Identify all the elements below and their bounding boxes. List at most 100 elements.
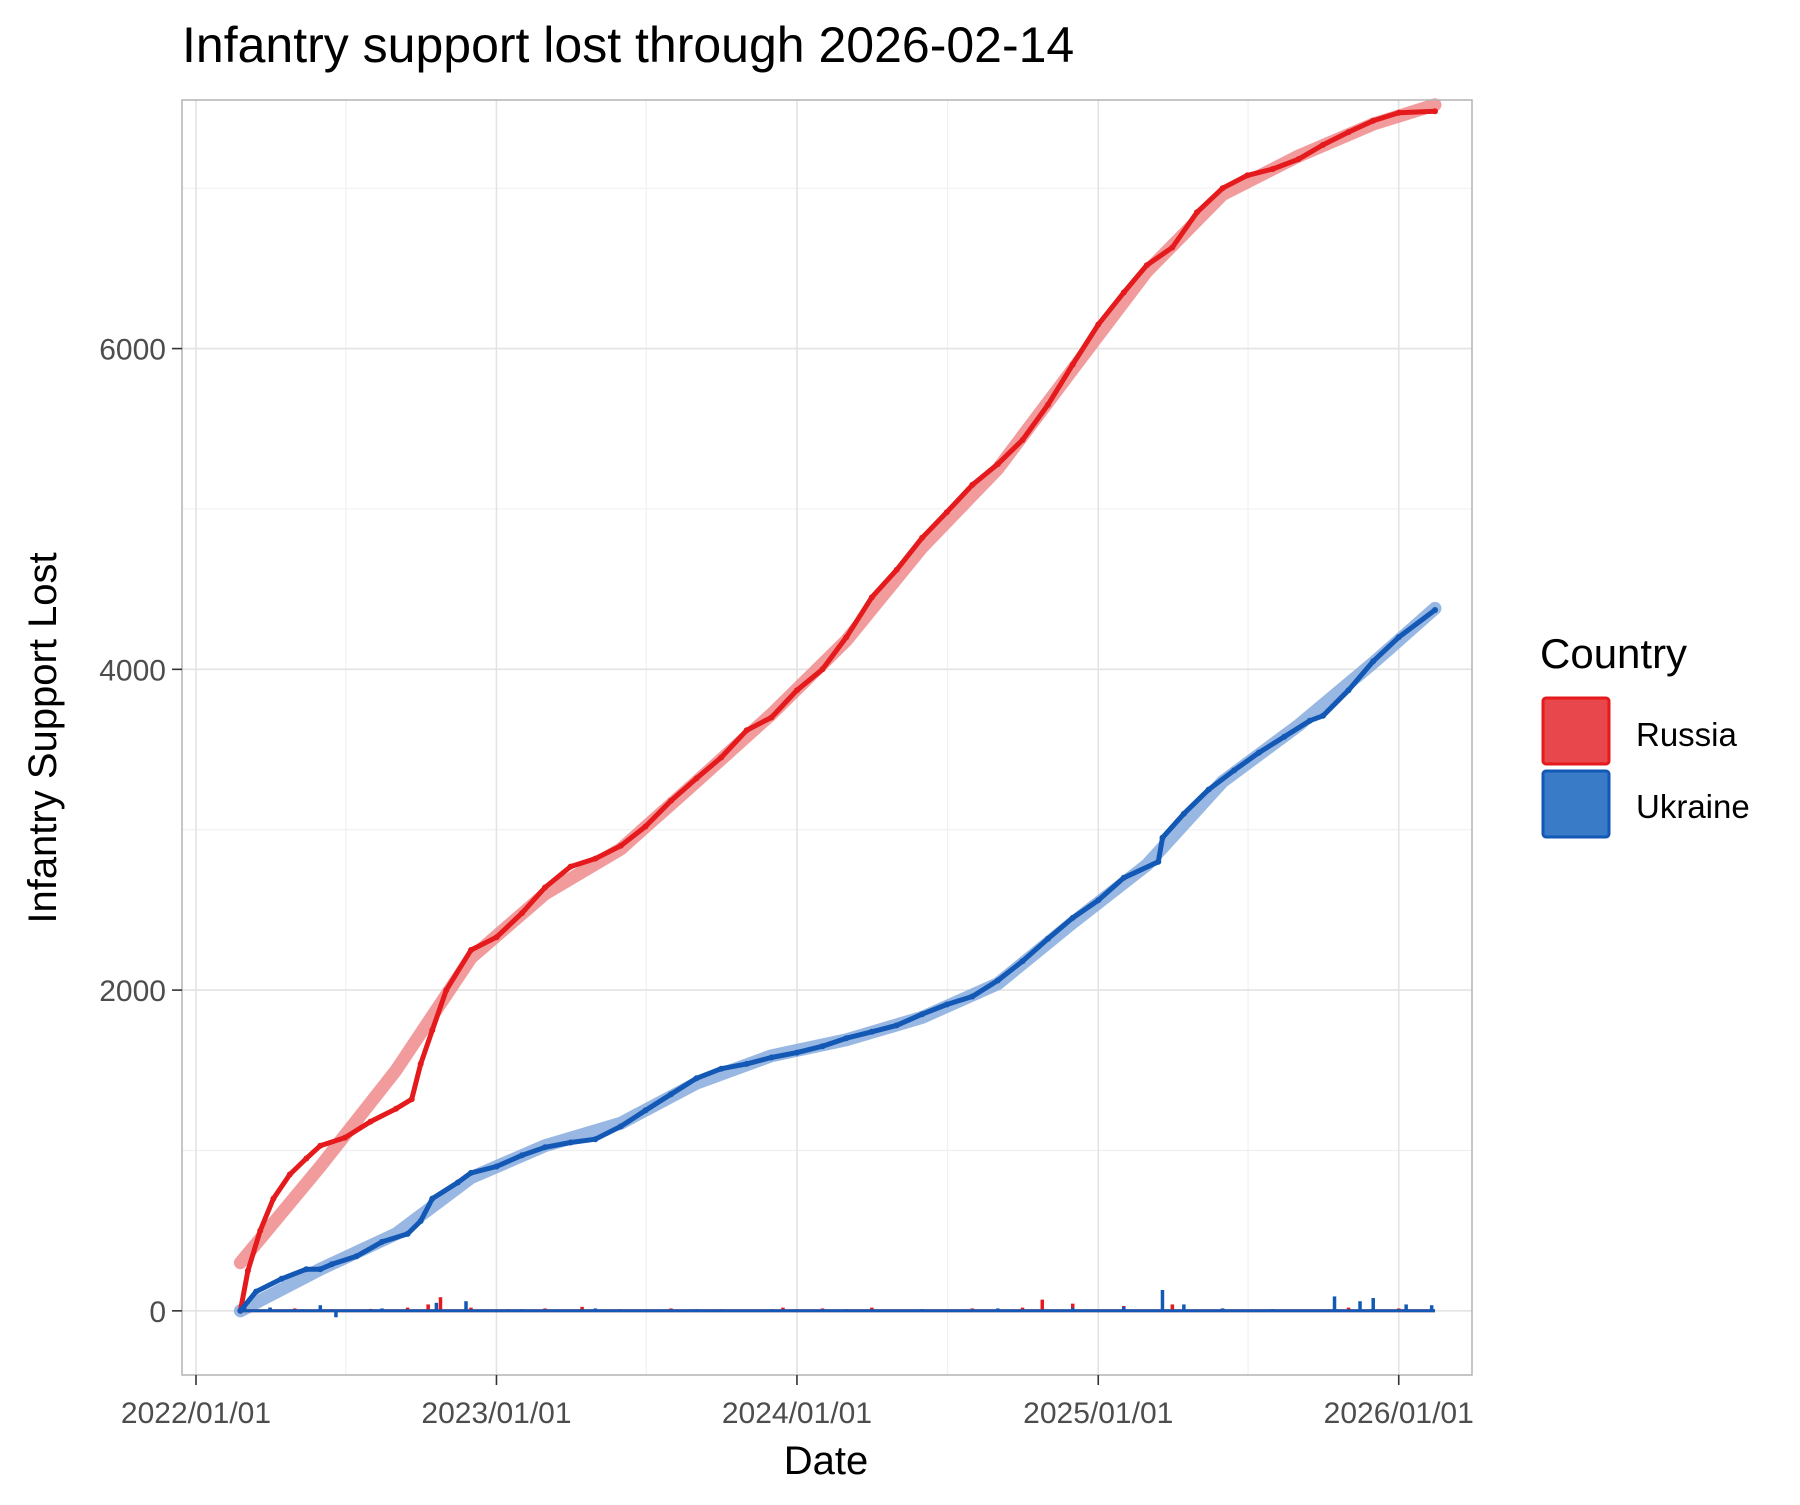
data-point-ukraine <box>1095 897 1102 904</box>
legend: Country Russia Ukraine <box>1540 630 1750 839</box>
data-point-ukraine <box>868 1028 875 1035</box>
data-point-russia <box>1143 262 1150 269</box>
data-point-ukraine <box>919 1011 926 1018</box>
data-point-ukraine <box>1155 858 1162 865</box>
data-point-russia <box>642 823 649 830</box>
data-point-russia <box>1295 156 1302 163</box>
data-point-ukraine <box>1432 607 1438 613</box>
data-point-russia <box>493 934 500 941</box>
data-point-ukraine <box>1019 958 1026 965</box>
data-point-russia <box>429 1027 436 1034</box>
data-point-ukraine <box>693 1075 700 1082</box>
data-point-russia <box>617 842 624 849</box>
y-tick-label: 6000 <box>99 334 166 367</box>
data-point-russia <box>893 566 900 573</box>
data-point-ukraine <box>353 1253 360 1260</box>
data-point-russia <box>367 1118 374 1125</box>
data-point-russia <box>1045 401 1051 408</box>
panel-border <box>181 99 1473 1376</box>
data-point-ukraine <box>943 1001 950 1008</box>
data-point-russia <box>417 1060 424 1067</box>
data-point-russia <box>1120 289 1127 296</box>
data-point-ukraine <box>617 1123 624 1130</box>
x-tick-label: 2023/01/01 <box>421 1397 571 1430</box>
data-point-russia <box>1169 244 1176 251</box>
x-tick-label: 2026/01/01 <box>1324 1397 1474 1430</box>
data-point-russia <box>693 775 700 782</box>
data-point-ukraine <box>404 1230 411 1237</box>
data-point-ukraine <box>1069 914 1076 921</box>
data-point-russia <box>1395 109 1402 116</box>
data-point-ukraine <box>642 1107 649 1114</box>
data-point-russia <box>819 666 826 673</box>
data-point-russia <box>1244 172 1251 179</box>
data-point-ukraine <box>429 1195 436 1202</box>
data-point-russia <box>768 714 775 721</box>
data-point-russia <box>868 594 875 601</box>
data-point-ukraine <box>379 1238 385 1245</box>
data-point-russia <box>919 534 926 541</box>
y-tick-label: 2000 <box>99 975 166 1008</box>
data-point-russia <box>843 634 850 641</box>
plot-content <box>233 98 1442 1318</box>
x-tick-label: 2022/01/01 <box>121 1397 271 1430</box>
data-point-russia <box>1219 185 1226 192</box>
data-point-ukraine <box>1045 935 1051 942</box>
data-point-ukraine <box>1231 767 1238 774</box>
data-point-ukraine <box>743 1060 750 1067</box>
data-point-ukraine <box>1320 712 1326 719</box>
data-point-russia <box>519 910 525 917</box>
data-point-russia <box>303 1155 310 1162</box>
data-point-russia <box>1194 209 1200 216</box>
data-point-ukraine <box>278 1275 285 1282</box>
data-point-ukraine <box>794 1049 800 1056</box>
data-point-ukraine <box>1345 687 1352 694</box>
data-point-ukraine <box>317 1266 324 1273</box>
data-point-russia <box>743 727 750 734</box>
data-point-russia <box>286 1171 293 1178</box>
data-point-russia <box>270 1195 277 1202</box>
data-point-ukraine <box>592 1136 599 1143</box>
data-point-ukraine <box>1370 658 1377 665</box>
legend-key-ukraine <box>1541 769 1611 839</box>
data-point-russia <box>317 1142 324 1149</box>
cumulative-line-ukraine <box>237 607 1438 1314</box>
data-point-russia <box>1095 321 1102 328</box>
data-point-russia <box>244 1267 251 1274</box>
legend-label-ukraine: Ukraine <box>1636 788 1750 825</box>
data-point-ukraine <box>237 1307 244 1314</box>
data-point-russia <box>718 754 725 761</box>
data-point-ukraine <box>969 993 976 1000</box>
data-point-russia <box>1269 166 1276 172</box>
x-tick-label: 2025/01/01 <box>1023 1397 1173 1430</box>
data-point-russia <box>1432 108 1438 115</box>
y-tick-label: 0 <box>149 1296 166 1329</box>
data-point-ukraine <box>1205 786 1212 793</box>
data-point-russia <box>1345 129 1352 136</box>
data-point-ukraine <box>253 1288 260 1295</box>
data-point-russia <box>393 1105 399 1112</box>
data-point-russia <box>567 863 574 870</box>
data-point-russia <box>1019 437 1026 443</box>
data-point-ukraine <box>542 1144 548 1151</box>
data-point-russia <box>592 855 599 862</box>
data-point-russia <box>342 1134 348 1141</box>
data-point-russia <box>542 884 548 891</box>
data-point-ukraine <box>493 1163 500 1170</box>
data-point-ukraine <box>567 1139 574 1146</box>
data-point-ukraine <box>1395 634 1402 641</box>
data-point-ukraine <box>468 1169 474 1176</box>
legend-key-russia <box>1541 696 1611 766</box>
data-point-ukraine <box>1159 834 1166 841</box>
data-point-russia <box>794 687 800 694</box>
x-axis-title: Date <box>784 1439 869 1483</box>
y-axis-title: Infantry Support Lost <box>21 552 65 923</box>
data-point-ukraine <box>668 1091 674 1098</box>
data-point-ukraine <box>303 1266 310 1273</box>
data-point-ukraine <box>454 1179 461 1186</box>
data-point-ukraine <box>1120 874 1127 881</box>
grid-minor <box>182 100 1472 1375</box>
